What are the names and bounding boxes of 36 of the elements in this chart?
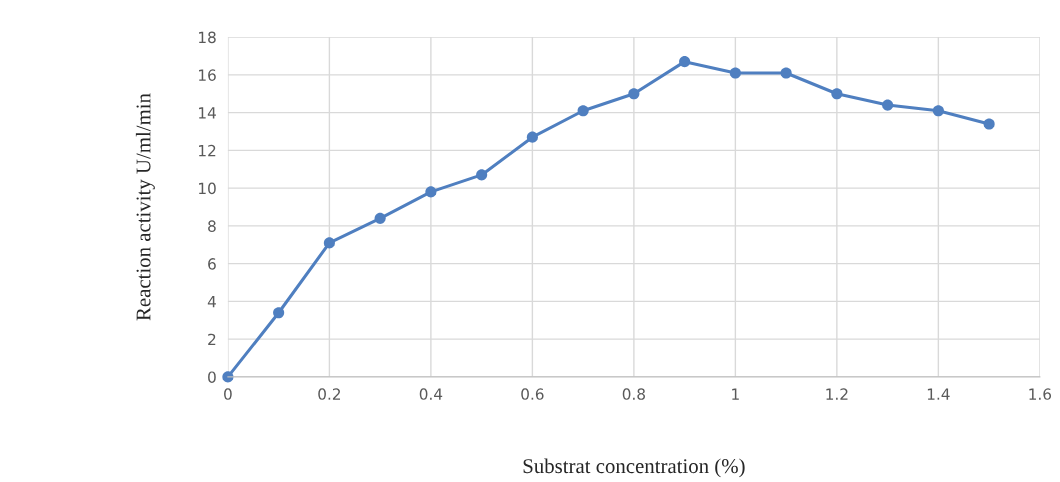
y-tick-label: 4	[207, 296, 216, 308]
x-tick-label: 0.4	[419, 388, 443, 400]
point	[323, 237, 335, 249]
x-axis-title: Substrat concentration (%)	[523, 458, 745, 478]
x-tick-label: 0.8	[622, 388, 645, 400]
point	[425, 186, 437, 198]
x-tick-label: 1	[732, 388, 739, 400]
y-axis-title: Reaction activity U/ml/min	[135, 93, 155, 321]
point	[780, 67, 792, 79]
y-tick-label: 14	[199, 107, 216, 119]
point	[476, 169, 488, 181]
y-tick-label: 10	[199, 182, 216, 195]
x-tick-label: 0	[224, 388, 232, 400]
x-tick-label: 1.2	[826, 388, 848, 400]
point	[983, 118, 995, 130]
y-tick-label: 0	[208, 371, 216, 383]
y-tick-label: 16	[199, 69, 216, 81]
point	[932, 105, 944, 117]
y-tick-label: 18	[199, 31, 216, 44]
x-tick-label: 1.6	[1029, 388, 1052, 400]
point	[729, 67, 741, 79]
point	[628, 88, 640, 100]
point	[577, 105, 589, 117]
point	[831, 88, 843, 100]
x-tick-label: 0.2	[318, 388, 341, 400]
point	[374, 212, 386, 224]
point	[526, 131, 538, 143]
point	[882, 99, 894, 111]
point	[679, 56, 691, 68]
y-tick-label: 8	[208, 220, 216, 232]
y-tick-label: 12	[199, 144, 216, 157]
x-tick-label: 1.4	[927, 388, 950, 400]
x-tick-label: 0.6	[521, 388, 544, 400]
y-tick-label: 6	[208, 258, 216, 270]
y-tick-label: 2	[208, 333, 216, 345]
point	[273, 307, 285, 319]
